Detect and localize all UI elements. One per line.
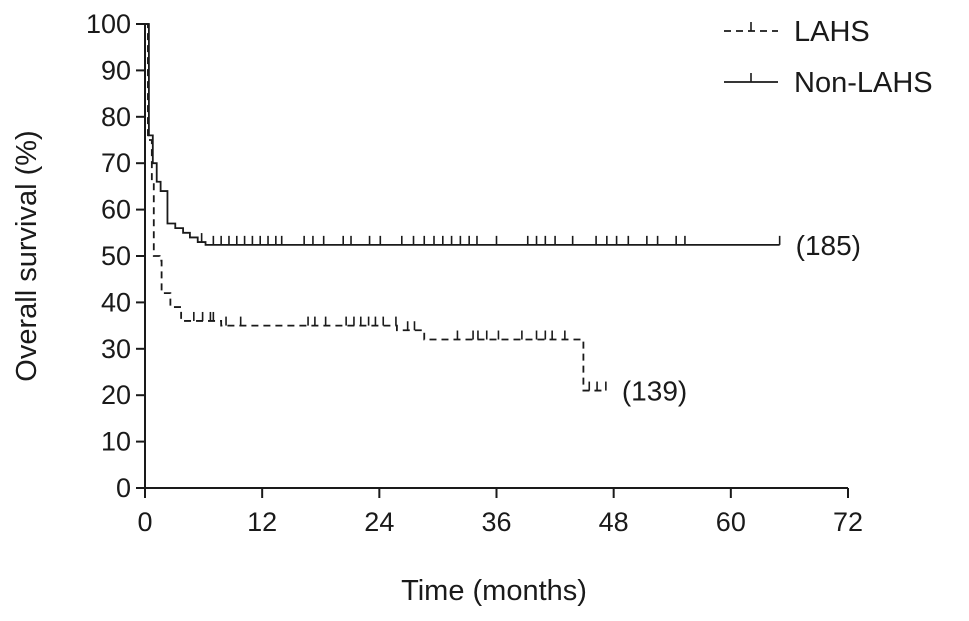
- y-tick-label: 50: [101, 241, 131, 271]
- y-tick-label: 40: [101, 287, 131, 317]
- y-tick-label: 90: [101, 55, 131, 85]
- end-label-non-lahs: (185): [796, 230, 861, 261]
- curve-lahs: [145, 23, 606, 392]
- y-tick-label: 60: [101, 195, 131, 225]
- y-tick-label: 30: [101, 334, 131, 364]
- x-ticks: 0 12 24 36 48 60 72: [137, 488, 863, 537]
- y-tick-label: 80: [101, 102, 131, 132]
- x-tick-label: 72: [833, 507, 863, 537]
- x-axis-title: Time (months): [401, 575, 587, 607]
- y-tick-label: 100: [86, 9, 131, 39]
- y-ticks: 0 10 20 30 40 50 60 70 80 90 100: [86, 9, 145, 503]
- axes: [144, 24, 848, 489]
- y-tick-label: 0: [116, 473, 131, 503]
- end-labels: (139) (185): [622, 230, 861, 407]
- x-tick-label: 36: [481, 507, 511, 537]
- plot-area: [145, 23, 781, 392]
- x-tick-label: 60: [716, 507, 746, 537]
- end-label-lahs: (139): [622, 376, 687, 407]
- legend-label-lahs: LAHS: [794, 16, 870, 48]
- y-tick-label: 70: [101, 148, 131, 178]
- x-tick-label: 0: [137, 507, 152, 537]
- x-tick-label: 48: [599, 507, 629, 537]
- y-axis-title: Overall survival (%): [11, 130, 43, 381]
- legend-label-non-lahs: Non-LAHS: [794, 67, 933, 99]
- x-tick-label: 12: [247, 507, 277, 537]
- y-tick-label: 10: [101, 427, 131, 457]
- legend: LAHS Non-LAHS: [724, 16, 933, 99]
- curve-non-lahs: [145, 23, 780, 246]
- y-tick-label: 20: [101, 380, 131, 410]
- x-tick-label: 24: [364, 507, 394, 537]
